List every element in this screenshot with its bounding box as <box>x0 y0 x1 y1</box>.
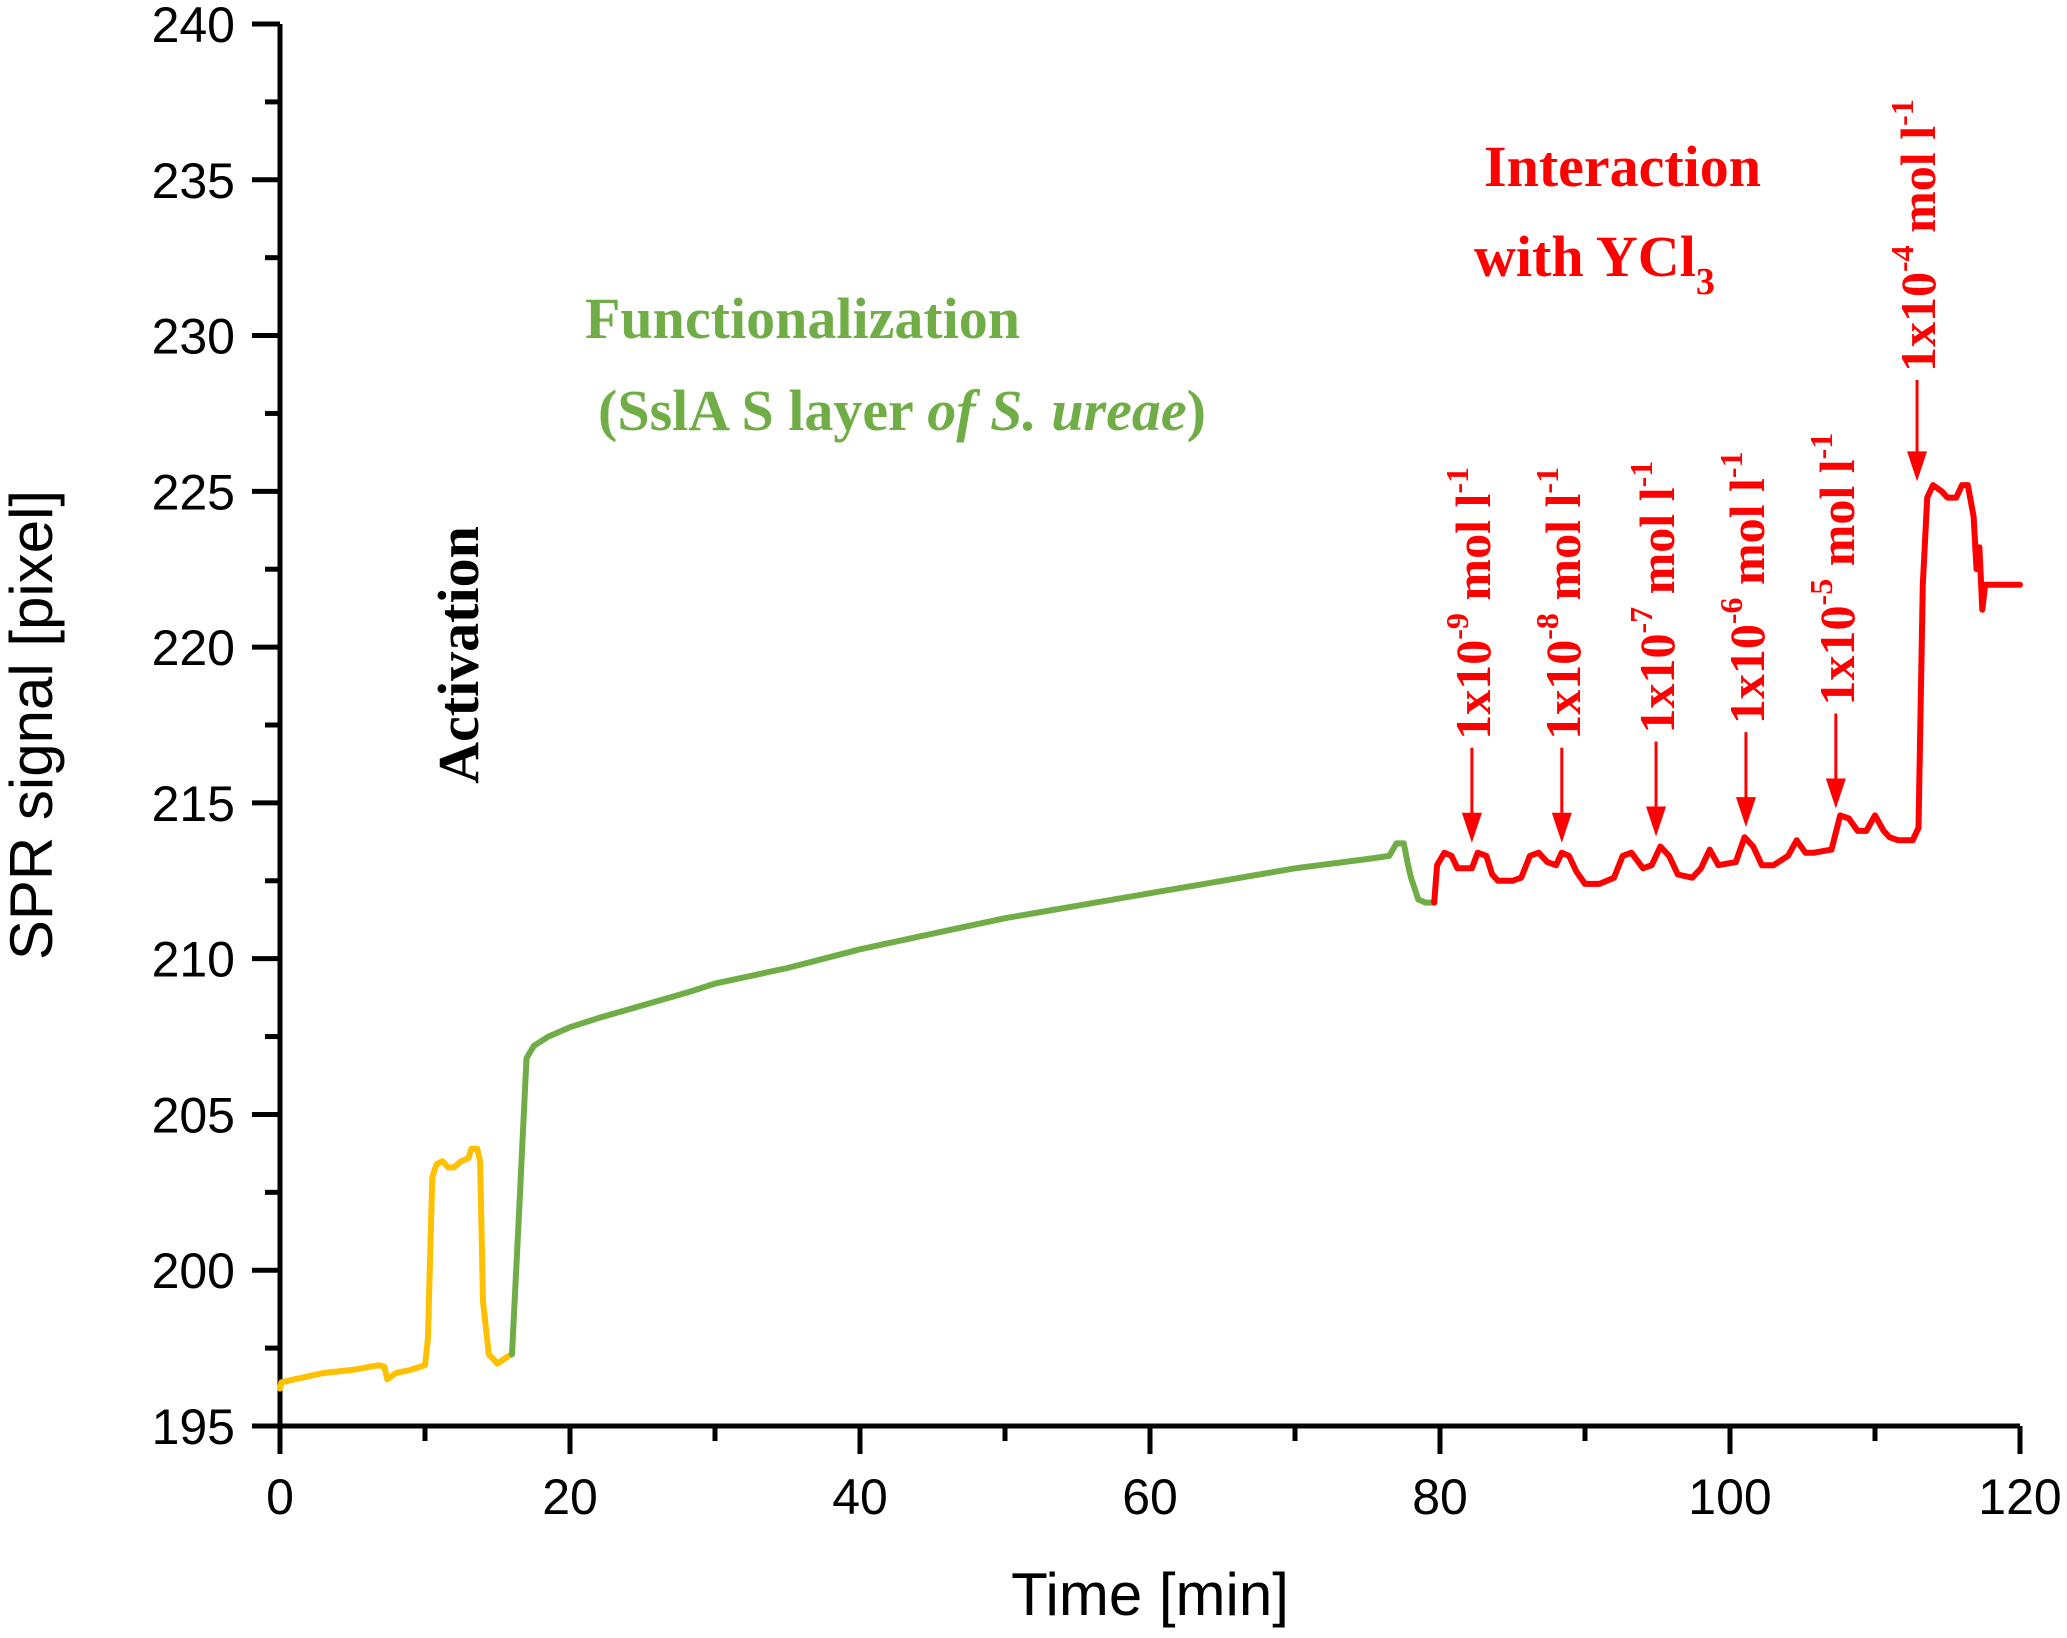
x-axis-title: Time [min] <box>1011 1561 1289 1628</box>
y-tick-label: 230 <box>152 309 235 365</box>
conc-unit-exponent: -1 <box>1713 451 1749 478</box>
functionalization-line1: Functionalization <box>585 286 1020 351</box>
y-tick-label: 240 <box>152 0 235 53</box>
conc-exponent: -8 <box>1529 613 1565 640</box>
conc-unit-exponent: -1 <box>1529 467 1565 494</box>
conc-unit: mol l <box>1719 478 1775 598</box>
activation-label: Activation <box>426 526 491 784</box>
conc-exponent: -4 <box>1884 245 1920 272</box>
concentration-annotation: 1x10-5 mol l-1 <box>1803 433 1865 809</box>
x-tick-label: 20 <box>542 1469 598 1525</box>
y-tick-label: 225 <box>152 464 235 520</box>
conc-unit: mol l <box>1535 494 1591 614</box>
concentration-label: 1x10-9 mol l-1 <box>1439 467 1501 740</box>
concentration-annotation: 1x10-9 mol l-1 <box>1439 467 1501 843</box>
arrow-down-icon <box>1461 812 1482 843</box>
conc-unit: mol l <box>1445 494 1501 614</box>
x-tick-label: 0 <box>266 1469 294 1525</box>
concentration-label: 1x10-4 mol l-1 <box>1884 99 1946 372</box>
series-group <box>277 482 2023 1392</box>
y-tick-label: 220 <box>152 620 235 676</box>
arrow-down-icon <box>1551 812 1572 843</box>
arrow-down-icon <box>1646 806 1667 837</box>
interaction-line <box>1431 482 2023 906</box>
activation-line <box>277 1145 515 1392</box>
x-tick-label: 60 <box>1122 1469 1178 1525</box>
x-tick-label: 100 <box>1688 1469 1771 1525</box>
concentration-annotation: 1x10-6 mol l-1 <box>1713 451 1775 828</box>
concentration-label: 1x10-5 mol l-1 <box>1803 433 1865 706</box>
conc-unit-exponent: -1 <box>1439 467 1475 494</box>
conc-base: 1x10 <box>1809 605 1865 705</box>
conc-base: 1x10 <box>1629 634 1685 734</box>
x-tick-label: 80 <box>1412 1469 1468 1525</box>
y-tick-label: 205 <box>152 1087 235 1143</box>
conc-base: 1x10 <box>1719 624 1775 724</box>
concentration-label: 1x10-8 mol l-1 <box>1529 467 1591 740</box>
y-tick-label: 210 <box>152 932 235 988</box>
functionalization-line2-suffix: ) <box>1187 378 1206 443</box>
conc-base: 1x10 <box>1535 640 1591 740</box>
conc-exponent: -9 <box>1439 613 1475 640</box>
conc-base: 1x10 <box>1445 640 1501 740</box>
interaction-line2: with YCl <box>1474 224 1696 289</box>
concentration-annotation: 1x10-4 mol l-1 <box>1884 99 1946 482</box>
conc-exponent: -7 <box>1623 607 1659 634</box>
conc-base: 1x10 <box>1890 272 1946 372</box>
y-axis-title: SPR signal [pixel] <box>0 490 65 960</box>
functionalization-line2-italic: of S. ureae <box>927 378 1186 443</box>
conc-unit: mol l <box>1629 487 1685 607</box>
y-tick-label: 215 <box>152 776 235 832</box>
concentration-label: 1x10-6 mol l-1 <box>1713 451 1775 724</box>
arrow-down-icon <box>1825 778 1846 809</box>
functionalization-line2-prefix: (SslA S layer <box>598 378 927 443</box>
functionalization-label: Functionalization (SslA S layer of S. ur… <box>585 286 1206 443</box>
conc-exponent: -5 <box>1803 579 1839 606</box>
functionalization-line <box>509 840 1438 1358</box>
y-tick-label: 200 <box>152 1243 235 1299</box>
concentration-annotation: 1x10-7 mol l-1 <box>1623 461 1685 837</box>
interaction-subscript: 3 <box>1696 261 1715 303</box>
annotations: Activation Functionalization (SslA S lay… <box>426 134 1776 784</box>
arrow-down-icon <box>1735 797 1756 828</box>
conc-unit: mol l <box>1890 126 1946 246</box>
x-tick-label: 120 <box>1978 1469 2061 1525</box>
arrow-down-icon <box>1907 451 1928 482</box>
concentration-label: 1x10-7 mol l-1 <box>1623 461 1685 734</box>
conc-exponent: -6 <box>1713 598 1749 625</box>
conc-unit: mol l <box>1809 459 1865 579</box>
conc-unit-exponent: -1 <box>1623 461 1659 488</box>
concentration-annotation: 1x10-8 mol l-1 <box>1529 467 1591 843</box>
interaction-line1: Interaction <box>1484 134 1761 199</box>
x-tick-label: 40 <box>832 1469 888 1525</box>
y-tick-label: 235 <box>152 153 235 209</box>
conc-unit-exponent: -1 <box>1803 433 1839 460</box>
interaction-label: Interaction with YCl3 <box>1474 134 1776 303</box>
conc-unit-exponent: -1 <box>1884 99 1920 126</box>
y-tick-label: 195 <box>152 1399 235 1455</box>
